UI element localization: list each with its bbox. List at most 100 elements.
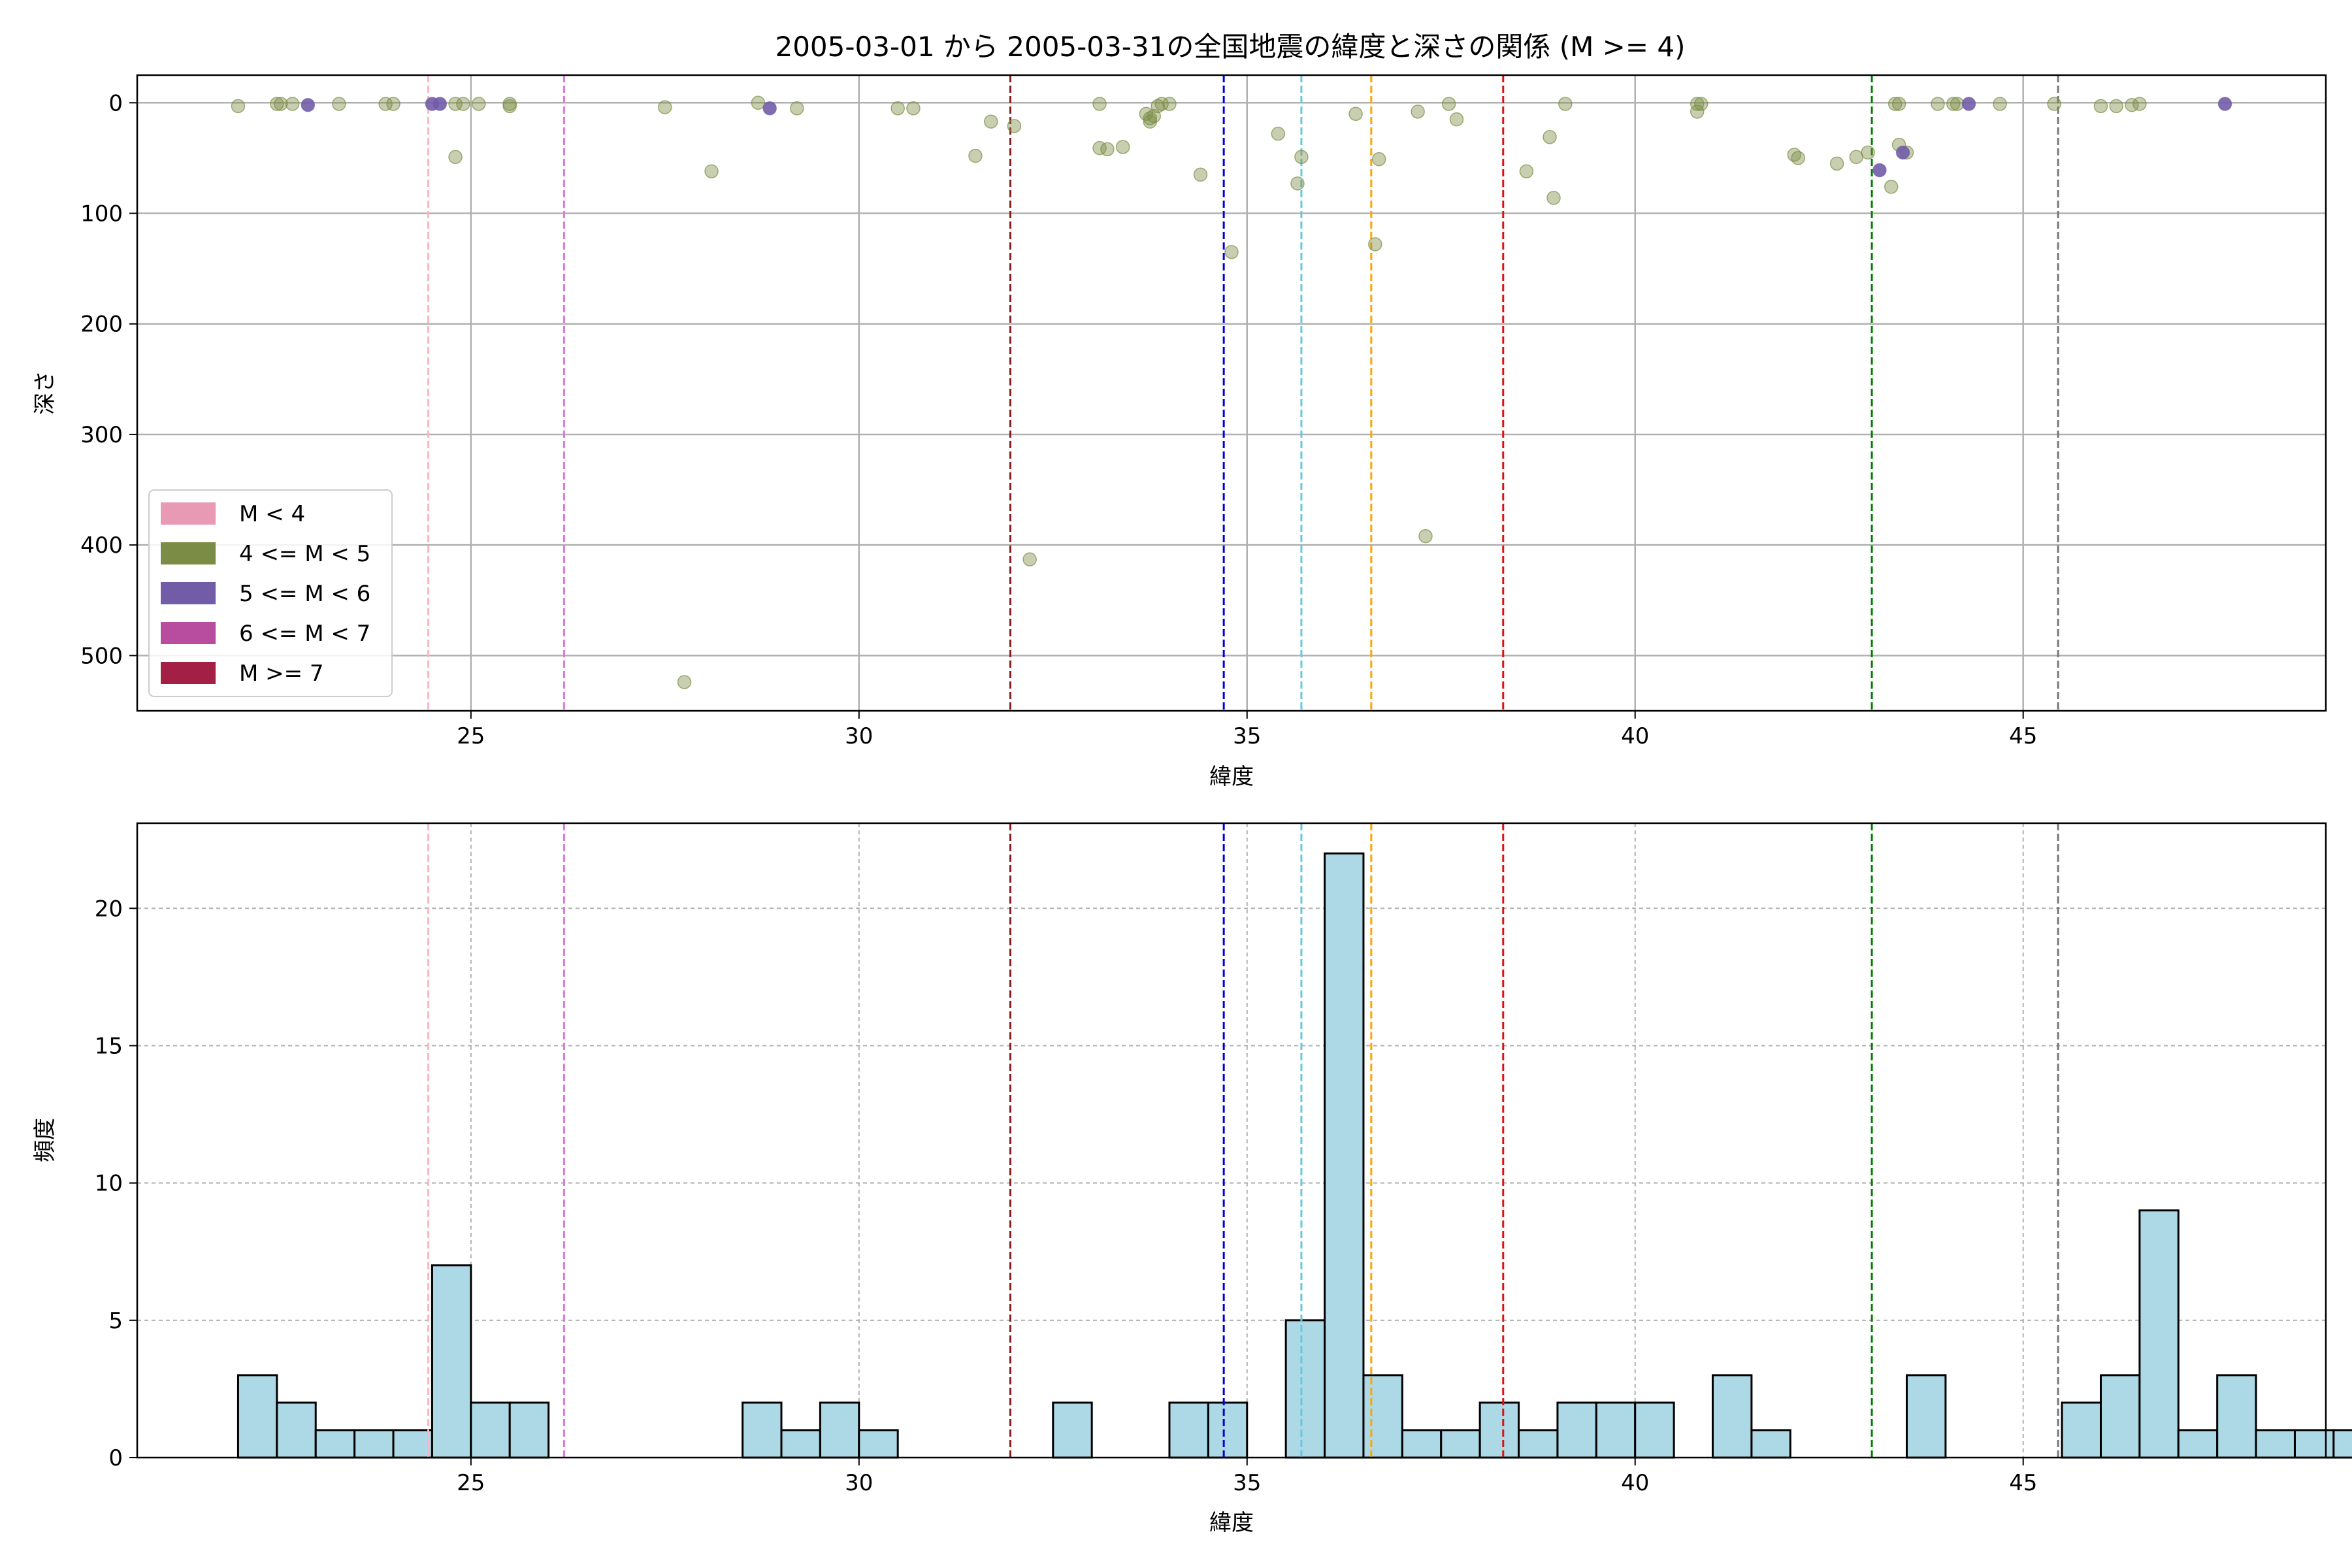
scatter-y-ticks: 0 100 200 300 400 500	[80, 90, 137, 669]
scatter-point	[1690, 105, 1705, 119]
legend-box	[148, 489, 393, 697]
histogram-bar	[470, 1401, 511, 1459]
x-tick-label: 40	[1621, 723, 1649, 749]
histogram-bar	[2099, 1374, 2141, 1459]
y-tick-label: 5	[108, 1308, 123, 1334]
scatter-point	[433, 97, 448, 111]
histogram-bar	[1052, 1401, 1093, 1459]
y-tick-label: 15	[95, 1033, 123, 1059]
histogram-bar	[819, 1401, 860, 1459]
scatter-point	[1371, 152, 1386, 167]
histogram-bar	[508, 1401, 550, 1459]
x-tick-label: 35	[1233, 1470, 1261, 1496]
scatter-point	[1162, 97, 1177, 111]
legend-swatch	[161, 542, 216, 564]
scatter-point	[1143, 111, 1158, 125]
scatter-point	[1543, 130, 1557, 144]
scatter-point	[1449, 112, 1464, 127]
scatter-x-ticks: 25 30 35 40 45	[457, 711, 2037, 749]
y-tick-label: 500	[80, 643, 123, 669]
scatter-point	[762, 101, 777, 116]
histogram-y-axis-label: 頻度	[32, 1118, 58, 1162]
scatter-point	[285, 97, 300, 111]
legend-label: M < 4	[239, 501, 305, 527]
legend-swatch	[161, 582, 216, 604]
histogram-x-ticks: 25 30 35 40 45	[457, 1458, 2037, 1496]
scatter-point	[1418, 529, 1433, 544]
histogram-bar	[2332, 1429, 2352, 1459]
scatter-point	[1891, 97, 1906, 111]
scatter-plot-frame	[136, 74, 2327, 712]
histogram-bar	[353, 1429, 395, 1459]
scatter-point	[231, 99, 246, 114]
scatter-point	[1115, 140, 1130, 154]
scatter-point	[270, 97, 284, 111]
scatter-point	[1946, 97, 1961, 111]
legend: M < 4 4 <= M < 5 5 <= M < 6 6 <= M < 7 M >= …	[148, 489, 393, 697]
histogram-bar	[2293, 1429, 2335, 1459]
scatter-point	[274, 97, 288, 111]
histogram-bar	[2255, 1429, 2296, 1459]
histogram-bar	[1556, 1401, 1597, 1459]
histogram-bar	[1518, 1429, 1559, 1459]
histogram-bar	[1168, 1401, 1209, 1459]
scatter-point	[983, 114, 998, 129]
scatter-point	[1290, 176, 1305, 191]
scatter-point	[677, 675, 692, 689]
scatter-points	[231, 95, 2232, 689]
histogram-bar	[2138, 1209, 2180, 1459]
legend-label: 6 <= M < 7	[239, 621, 370, 647]
scatter-point	[1931, 97, 1945, 111]
histogram-bar	[2061, 1401, 2102, 1459]
scatter-point	[301, 97, 316, 112]
histogram-bar	[1712, 1374, 1753, 1459]
scatter-reference-lines	[427, 75, 2059, 711]
histogram-y-ticks: 0 5 10 15 20	[95, 896, 137, 1471]
histogram-bar	[1324, 852, 1365, 1459]
histogram-reference-lines	[427, 823, 2059, 1458]
histogram-bar	[742, 1401, 783, 1459]
histogram-bar	[2177, 1429, 2219, 1459]
scatter-point	[890, 101, 905, 116]
histogram-bar	[2216, 1374, 2257, 1459]
y-tick-label: 0	[108, 90, 123, 116]
scatter-point	[704, 164, 719, 178]
histogram-bar	[858, 1429, 899, 1459]
legend-swatch	[161, 662, 216, 684]
x-tick-label: 35	[1233, 723, 1261, 749]
histogram-bar	[431, 1264, 472, 1459]
scatter-point	[1100, 142, 1115, 157]
histogram-bar	[1207, 1401, 1249, 1459]
y-tick-label: 10	[95, 1171, 123, 1197]
scatter-point	[1294, 150, 1309, 164]
histogram-bar	[1362, 1374, 1403, 1459]
scatter-point	[386, 97, 400, 111]
scatter-point	[471, 97, 486, 111]
scatter-point	[1887, 97, 1903, 111]
scatter-point	[1348, 106, 1363, 121]
scatter-point	[1411, 105, 1425, 119]
scatter-point	[1368, 237, 1382, 252]
scatter-point	[378, 97, 393, 111]
histogram-bar	[1284, 1319, 1326, 1459]
histogram-bar	[392, 1429, 433, 1459]
scatter-point	[1791, 151, 1805, 165]
histogram-x-axis-label: 緯度	[1209, 1510, 1254, 1536]
y-tick-label: 100	[80, 201, 123, 227]
scatter-point	[1193, 167, 1208, 182]
scatter-point	[456, 97, 470, 111]
y-tick-label: 0	[108, 1445, 123, 1471]
y-tick-label: 20	[95, 896, 123, 922]
scatter-point	[2217, 97, 2232, 111]
histogram-bar	[1634, 1401, 1675, 1459]
scatter-point	[1151, 99, 1165, 114]
histogram-bar	[1401, 1429, 1443, 1459]
x-tick-label: 30	[845, 1470, 873, 1496]
scatter-point	[1558, 97, 1573, 111]
y-tick-label: 400	[80, 532, 123, 559]
scatter-y-axis-label: 深さ	[32, 370, 58, 415]
scatter-point	[1441, 97, 1456, 111]
x-tick-label: 25	[457, 1470, 485, 1496]
scatter-point	[906, 101, 921, 116]
